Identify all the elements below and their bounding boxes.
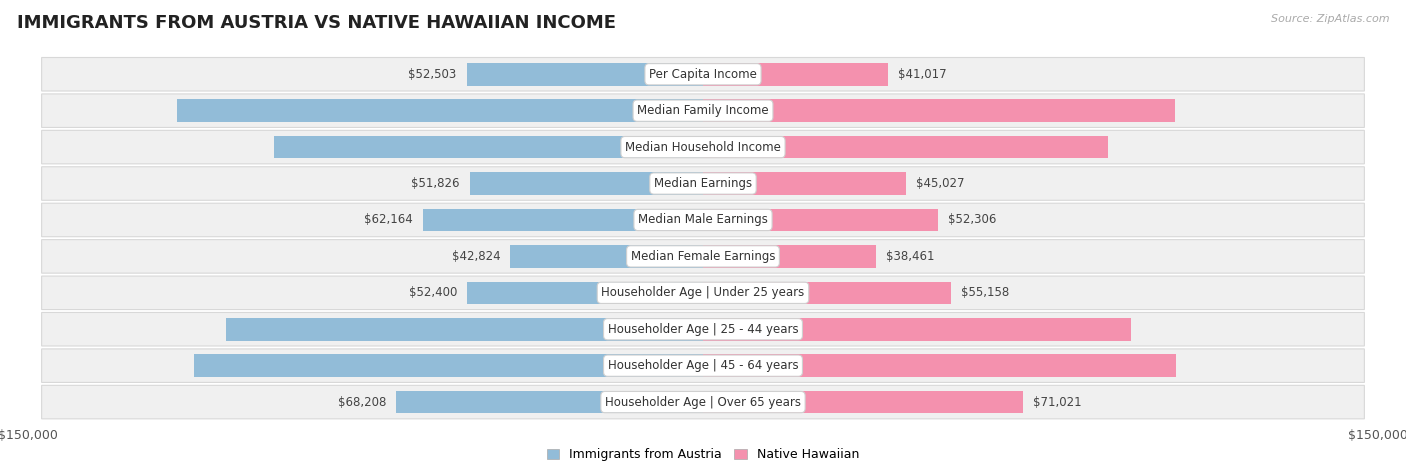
Text: $52,400: $52,400 bbox=[409, 286, 457, 299]
FancyBboxPatch shape bbox=[42, 167, 1364, 200]
FancyBboxPatch shape bbox=[42, 57, 1364, 91]
Text: $38,461: $38,461 bbox=[886, 250, 935, 263]
Bar bbox=[703, 391, 1022, 413]
Text: $105,149: $105,149 bbox=[669, 359, 731, 372]
Bar bbox=[423, 209, 703, 231]
FancyBboxPatch shape bbox=[42, 94, 1364, 127]
Text: Median Male Earnings: Median Male Earnings bbox=[638, 213, 768, 226]
Bar bbox=[703, 63, 887, 85]
Bar bbox=[470, 172, 703, 195]
Text: Householder Age | Under 25 years: Householder Age | Under 25 years bbox=[602, 286, 804, 299]
Bar bbox=[194, 354, 703, 377]
Bar bbox=[703, 282, 952, 304]
Bar bbox=[703, 318, 1130, 340]
Text: Householder Age | 45 - 64 years: Householder Age | 45 - 64 years bbox=[607, 359, 799, 372]
Text: $68,208: $68,208 bbox=[337, 396, 387, 409]
Text: Median Family Income: Median Family Income bbox=[637, 104, 769, 117]
FancyBboxPatch shape bbox=[42, 240, 1364, 273]
Text: $106,103: $106,103 bbox=[675, 323, 735, 336]
Text: $42,824: $42,824 bbox=[451, 250, 501, 263]
Bar bbox=[177, 99, 703, 122]
Text: Householder Age | Over 65 years: Householder Age | Over 65 years bbox=[605, 396, 801, 409]
Text: Householder Age | 25 - 44 years: Householder Age | 25 - 44 years bbox=[607, 323, 799, 336]
Bar bbox=[703, 172, 905, 195]
Text: $55,158: $55,158 bbox=[962, 286, 1010, 299]
Text: $45,027: $45,027 bbox=[915, 177, 965, 190]
FancyBboxPatch shape bbox=[42, 385, 1364, 419]
Bar bbox=[467, 282, 703, 304]
Text: $41,017: $41,017 bbox=[897, 68, 946, 81]
Text: IMMIGRANTS FROM AUSTRIA VS NATIVE HAWAIIAN INCOME: IMMIGRANTS FROM AUSTRIA VS NATIVE HAWAII… bbox=[17, 14, 616, 32]
Text: $52,503: $52,503 bbox=[408, 68, 457, 81]
FancyBboxPatch shape bbox=[42, 276, 1364, 310]
Bar bbox=[703, 136, 1108, 158]
Text: $95,058: $95,058 bbox=[675, 323, 728, 336]
Text: $95,277: $95,277 bbox=[678, 141, 731, 154]
Legend: Immigrants from Austria, Native Hawaiian: Immigrants from Austria, Native Hawaiian bbox=[547, 448, 859, 461]
FancyBboxPatch shape bbox=[42, 130, 1364, 164]
FancyBboxPatch shape bbox=[42, 312, 1364, 346]
FancyBboxPatch shape bbox=[42, 203, 1364, 237]
Bar bbox=[703, 354, 1175, 377]
Bar bbox=[274, 136, 703, 158]
Bar bbox=[467, 63, 703, 85]
Bar bbox=[510, 245, 703, 268]
Text: $104,910: $104,910 bbox=[669, 104, 731, 117]
Text: Median Female Earnings: Median Female Earnings bbox=[631, 250, 775, 263]
Bar bbox=[703, 245, 876, 268]
Text: Per Capita Income: Per Capita Income bbox=[650, 68, 756, 81]
Text: $113,140: $113,140 bbox=[672, 359, 734, 372]
Text: $52,306: $52,306 bbox=[949, 213, 997, 226]
Text: Source: ZipAtlas.com: Source: ZipAtlas.com bbox=[1271, 14, 1389, 24]
Text: $71,021: $71,021 bbox=[1032, 396, 1081, 409]
Text: $116,830: $116,830 bbox=[672, 104, 733, 117]
Bar bbox=[225, 318, 703, 340]
Text: $62,164: $62,164 bbox=[364, 213, 413, 226]
Bar bbox=[396, 391, 703, 413]
Text: Median Earnings: Median Earnings bbox=[654, 177, 752, 190]
Text: $51,826: $51,826 bbox=[411, 177, 460, 190]
Bar bbox=[703, 99, 1175, 122]
Bar bbox=[703, 209, 938, 231]
Text: Median Household Income: Median Household Income bbox=[626, 141, 780, 154]
FancyBboxPatch shape bbox=[42, 349, 1364, 382]
Text: $89,919: $89,919 bbox=[673, 141, 727, 154]
